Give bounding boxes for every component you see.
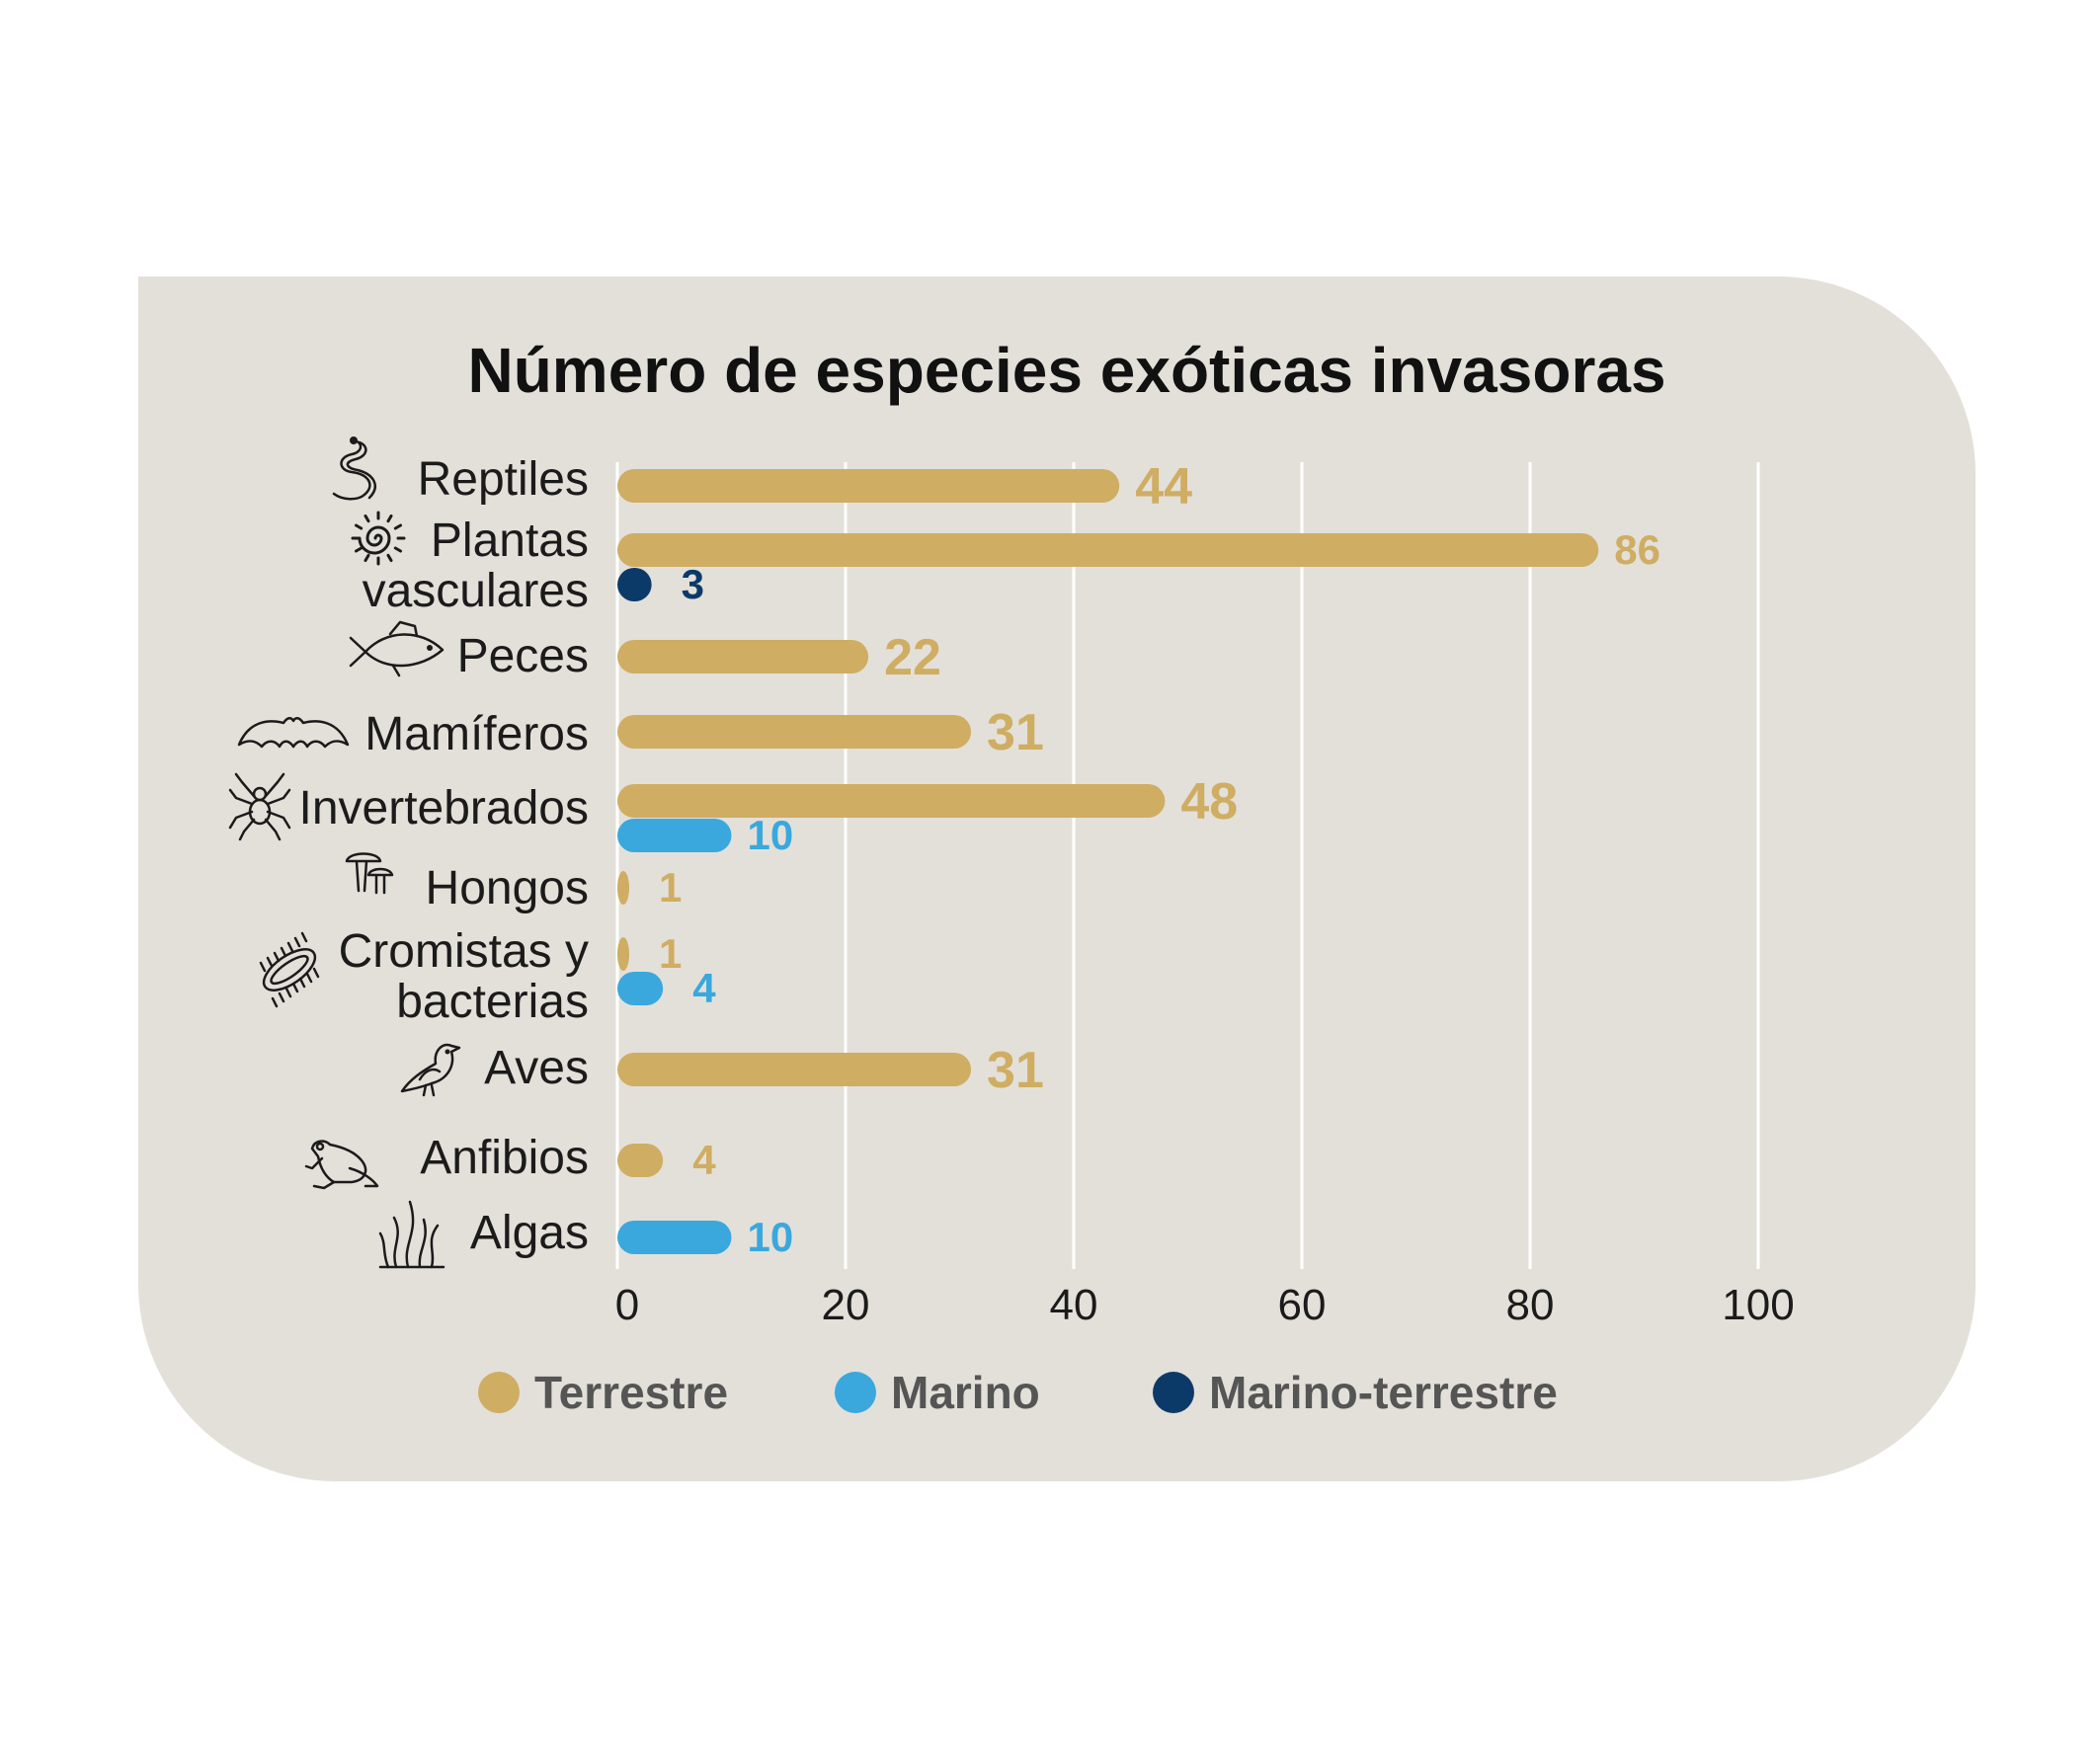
bar-marino <box>617 972 664 1005</box>
bar-value-label: 4 <box>692 965 716 1011</box>
fish-icon <box>349 620 444 677</box>
bar-value-label: 48 <box>1180 773 1238 831</box>
bar-value-label: 1 <box>659 864 682 911</box>
legend-swatch <box>478 1372 520 1413</box>
category-label: bacterias <box>396 976 589 1028</box>
snake-icon <box>332 436 376 501</box>
plant-spiral-icon <box>351 511 406 566</box>
legend: Terrestre Marino Marino-terrestre <box>478 1367 1558 1418</box>
bar-value-label: 31 <box>987 1042 1044 1099</box>
legend-item: Marino <box>835 1367 1040 1418</box>
bird-icon <box>400 1043 461 1097</box>
bar-value-label: 1 <box>659 930 682 977</box>
bar-terrestre <box>617 937 629 971</box>
category-label: Hongos <box>426 862 589 914</box>
seaweed-icon <box>378 1200 445 1269</box>
category-label: Cromistas y <box>339 925 589 978</box>
bar-terrestre <box>617 1053 972 1086</box>
x-tick-label: 20 <box>822 1281 870 1329</box>
category-label: vasculares <box>363 565 589 617</box>
x-axis: 0 20 40 60 80 100 <box>615 1281 1795 1329</box>
x-tick-label: 60 <box>1278 1281 1327 1329</box>
bacteria-icon <box>259 931 320 1008</box>
category-icons <box>228 436 461 1269</box>
legend-swatch <box>835 1372 876 1413</box>
category-label: Peces <box>457 630 589 682</box>
legend-label: Marino-terrestre <box>1209 1367 1558 1418</box>
x-tick-label: 40 <box>1050 1281 1098 1329</box>
bar-value-label: 44 <box>1135 458 1192 516</box>
category-label: Plantas <box>431 515 589 567</box>
category-label: Algas <box>470 1207 589 1259</box>
bat-icon <box>237 717 350 749</box>
legend-item: Marino-terrestre <box>1153 1367 1558 1418</box>
category-label: Reptiles <box>418 453 589 506</box>
legend-item: Terrestre <box>478 1367 728 1418</box>
bar-terrestre <box>617 715 972 749</box>
bar-terrestre <box>617 784 1166 818</box>
grid-lines <box>615 462 1760 1269</box>
bar-marino-terrestre <box>617 568 652 601</box>
legend-label: Terrestre <box>534 1367 728 1418</box>
bar-value-label: 10 <box>748 812 794 858</box>
x-tick-label: 100 <box>1722 1281 1794 1329</box>
bar-terrestre <box>617 640 869 674</box>
bar-terrestre <box>617 871 629 905</box>
bar-value-label: 4 <box>692 1137 716 1183</box>
bar-marino <box>617 819 732 852</box>
chart-title: Número de especies exóticas invasoras <box>467 335 1665 406</box>
spider-icon <box>228 772 291 841</box>
bar-marino <box>617 1221 732 1254</box>
mushroom-icon <box>345 852 394 895</box>
legend-label: Marino <box>891 1367 1040 1418</box>
bar-value-label: 22 <box>884 629 941 686</box>
legend-swatch <box>1153 1372 1194 1413</box>
category-label: Aves <box>484 1042 589 1094</box>
bar-value-label: 3 <box>682 561 704 607</box>
bar-value-label: 10 <box>748 1214 794 1260</box>
bar-terrestre <box>617 1144 664 1177</box>
bar-value-label: 31 <box>987 704 1044 761</box>
chart-panel-background <box>138 277 1976 1481</box>
bar-terrestre <box>617 533 1599 567</box>
frog-icon <box>304 1140 379 1190</box>
bar-value-label: 86 <box>1614 526 1660 573</box>
category-label: Anfibios <box>420 1132 589 1184</box>
category-label: Mamíferos <box>364 708 589 760</box>
x-tick-label: 80 <box>1506 1281 1555 1329</box>
bar-terrestre <box>617 469 1120 503</box>
category-label: Invertebrados <box>298 782 589 834</box>
x-tick-label: 0 <box>615 1281 639 1329</box>
